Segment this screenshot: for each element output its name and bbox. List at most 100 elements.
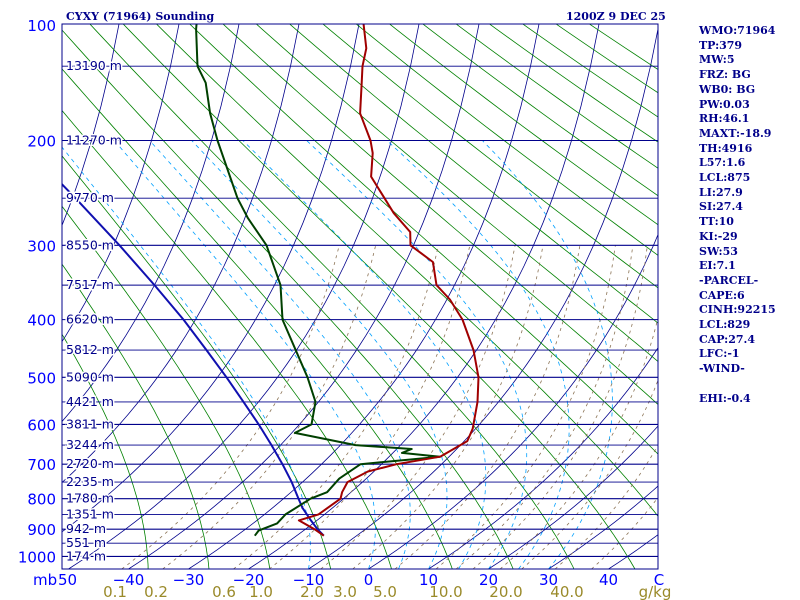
height-label: 174 m (66, 548, 106, 563)
height-label: 1780 m (66, 491, 114, 506)
sounding-index: PW:0.03 (699, 97, 750, 111)
dry-adiabat-line (62, 333, 149, 569)
dry-adiabat-line (322, 24, 658, 289)
mixing-ratio-line (162, 245, 377, 569)
temperature-tick-label: −10 (293, 571, 325, 589)
dry-adiabat-line (89, 24, 575, 569)
sounding-index: -WIND- (699, 362, 745, 376)
mixing-ratio-line (268, 245, 471, 569)
isobar-lines (62, 65, 658, 570)
isotherm-line (548, 485, 658, 569)
isotherm-line (428, 347, 658, 569)
temperature-tick-label: 40 (599, 571, 618, 589)
isotherm-line (62, 24, 300, 484)
sounding-traces (62, 24, 480, 537)
temperature-tick-label: 30 (539, 571, 558, 589)
isotherm-line (62, 24, 360, 533)
isotherm-line (488, 425, 658, 569)
mixing-ratio-line (435, 245, 616, 569)
height-label: 551 m (66, 535, 106, 550)
pressure-label: 700 (27, 456, 56, 474)
mixing-ratio-line (352, 245, 544, 569)
sounding-index: L57:1.6 (699, 156, 746, 170)
isotherm-line (62, 24, 180, 343)
moist-adiabat-line (62, 146, 311, 569)
isotherm-line (68, 24, 420, 569)
temperature-tick-label: 0 (364, 571, 374, 589)
height-label: 3244 m (66, 437, 114, 452)
temperature-tick-label: −20 (233, 571, 265, 589)
dry-adiabat-line (62, 29, 514, 569)
isotherm-line (368, 233, 658, 569)
sounding-index: MAXT:-18.9 (699, 126, 772, 140)
mixing-ratio-label: 10.0 (429, 583, 462, 600)
temperature-tick-label: 50 (58, 571, 77, 589)
isotherm-line (62, 24, 240, 423)
sounding-index: LCL:829 (699, 318, 751, 331)
mixing-ratio-line (455, 245, 634, 569)
dewpoint-trace (195, 24, 442, 537)
mixing-ratio-line (320, 245, 516, 569)
moist-adiabat-line (306, 140, 528, 569)
dry-adiabat-line (388, 24, 658, 226)
moist-adiabat-line (386, 140, 570, 569)
dry-adiabat-line (62, 68, 453, 569)
height-label: 7517 m (66, 277, 114, 292)
height-label: 5090 m (66, 369, 114, 384)
mixing-ratio-label: 40.0 (550, 583, 583, 600)
pressure-label: 400 (27, 312, 56, 330)
height-label: 13190 m (66, 58, 122, 73)
pressure-label: 800 (27, 491, 56, 509)
mixing-ratio-label: 5.0 (373, 583, 397, 600)
temperature-tick-label: −40 (113, 571, 145, 589)
pressure-label: 300 (27, 237, 56, 255)
temperature-tick-label: −30 (173, 571, 205, 589)
pressure-label: 1000 (18, 548, 56, 566)
isotherm-line (188, 24, 540, 569)
dry-adiabat-line (189, 24, 658, 455)
temperature-tick-label: 10 (419, 571, 438, 589)
mixing-ratio-unit: g/kg (639, 583, 672, 600)
height-label: 8550 m (66, 237, 114, 252)
dry-adiabat-line (62, 109, 392, 569)
mixing-ratio-label: 0.6 (212, 583, 236, 600)
dry-adiabat-line (289, 24, 658, 324)
dry-adiabat-line (255, 24, 658, 362)
chart-title: CYXY (71964) Sounding (66, 10, 214, 23)
mixing-ratio-label: 20.0 (489, 583, 522, 600)
sounding-index: KI:-29 (699, 229, 738, 243)
mixing-ratio-line (233, 245, 439, 569)
sounding-index: EHI:-0.4 (699, 391, 751, 405)
pressure-label: 600 (27, 416, 56, 434)
dry-adiabat-line (355, 24, 658, 256)
height-label: 2720 m (66, 456, 114, 471)
mixing-ratio-label: 0.2 (144, 583, 168, 600)
dry-adiabat-line (62, 263, 210, 569)
dry-adiabat-line (155, 24, 658, 517)
isotherm-line (62, 24, 120, 227)
plot-frame (61, 23, 659, 570)
height-label: 3811 m (66, 416, 114, 431)
pressure-label: 100 (27, 17, 56, 35)
sounding-index: CINH:92215 (699, 303, 776, 317)
pressure-label: 200 (27, 133, 56, 151)
sounding-index: SI:27.4 (699, 200, 743, 214)
mixing-ratio-label: 0.1 (103, 583, 127, 600)
sounding-index: MW:5 (699, 53, 735, 67)
height-label: 6620 m (66, 312, 114, 327)
mixing-ratio-line (394, 245, 581, 569)
moist-adiabat-line (113, 140, 376, 569)
temperature-trace (297, 24, 480, 537)
pressure-label: 900 (27, 521, 56, 539)
pressure-unit-label: mb (33, 571, 57, 589)
sounding-index: -PARCEL- (699, 273, 759, 287)
pressure-label: 500 (27, 369, 56, 387)
temperature-unit-label: C (654, 571, 664, 589)
mixing-ratio-line (121, 245, 340, 569)
sounding-index: LI:27.9 (699, 185, 743, 199)
mixing-ratio-label: 1.0 (249, 583, 273, 600)
temperature-tick-label: 20 (479, 571, 498, 589)
height-label: 4421 m (66, 394, 114, 409)
